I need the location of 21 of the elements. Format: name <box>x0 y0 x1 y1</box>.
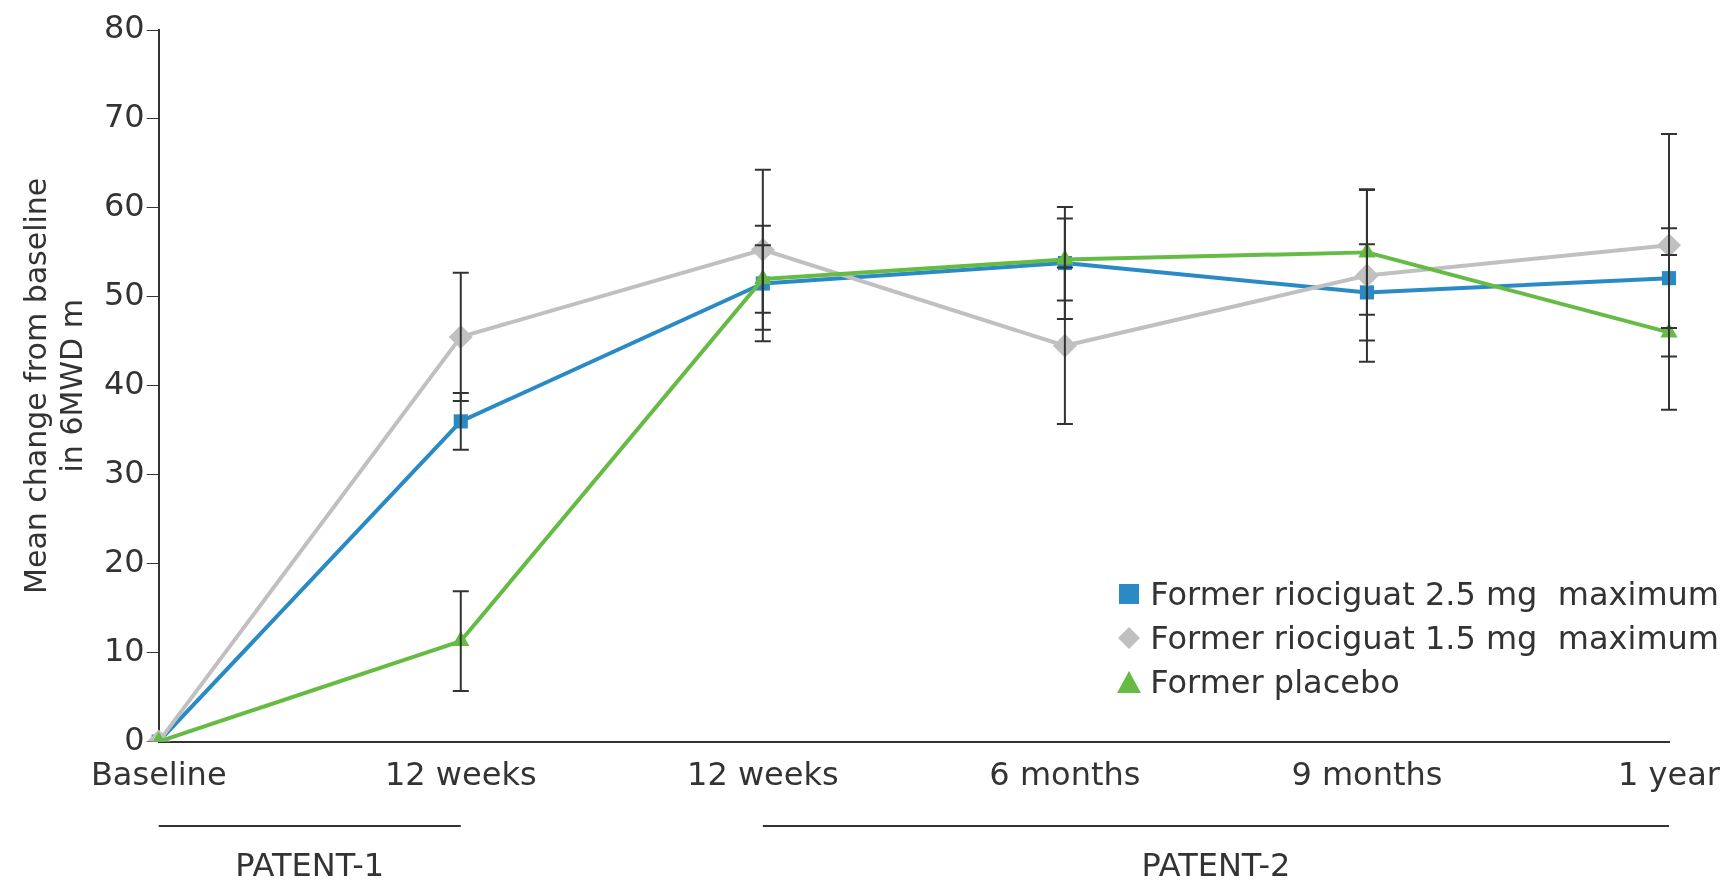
text: PATENT-1 <box>235 846 385 885</box>
x-tick-label: 12 weeks <box>687 755 839 794</box>
x-tick-label: 6 months <box>989 755 1141 794</box>
legend-label: Former riociguat 1.5 mg maximum <box>1150 618 1719 659</box>
y-tick-label: 70 <box>104 97 145 136</box>
legend-label: Former riociguat 2.5 mg maximum <box>1150 574 1719 615</box>
x-tick-label: Baseline <box>90 755 227 794</box>
y-tick-label: 0 <box>124 719 145 758</box>
y-tick-label: 50 <box>104 275 145 314</box>
y-tick-label: 30 <box>104 453 145 492</box>
x-tick-label: 1 year <box>1618 755 1721 794</box>
y-tick-label: 20 <box>104 542 145 581</box>
y-axis-title: Mean change from baseline in 6MWD m <box>17 177 89 594</box>
y-tick-label: 60 <box>104 186 145 225</box>
y-tick-label: 80 <box>104 8 145 47</box>
y-tick-label: 40 <box>104 364 145 403</box>
legend-label: Former placebo <box>1150 662 1400 703</box>
text: PATENT-2 <box>1141 846 1291 885</box>
y-tick-label: 10 <box>104 630 145 669</box>
x-tick-label: 12 weeks <box>384 755 537 794</box>
x-tick-label: 9 months <box>1291 755 1443 794</box>
